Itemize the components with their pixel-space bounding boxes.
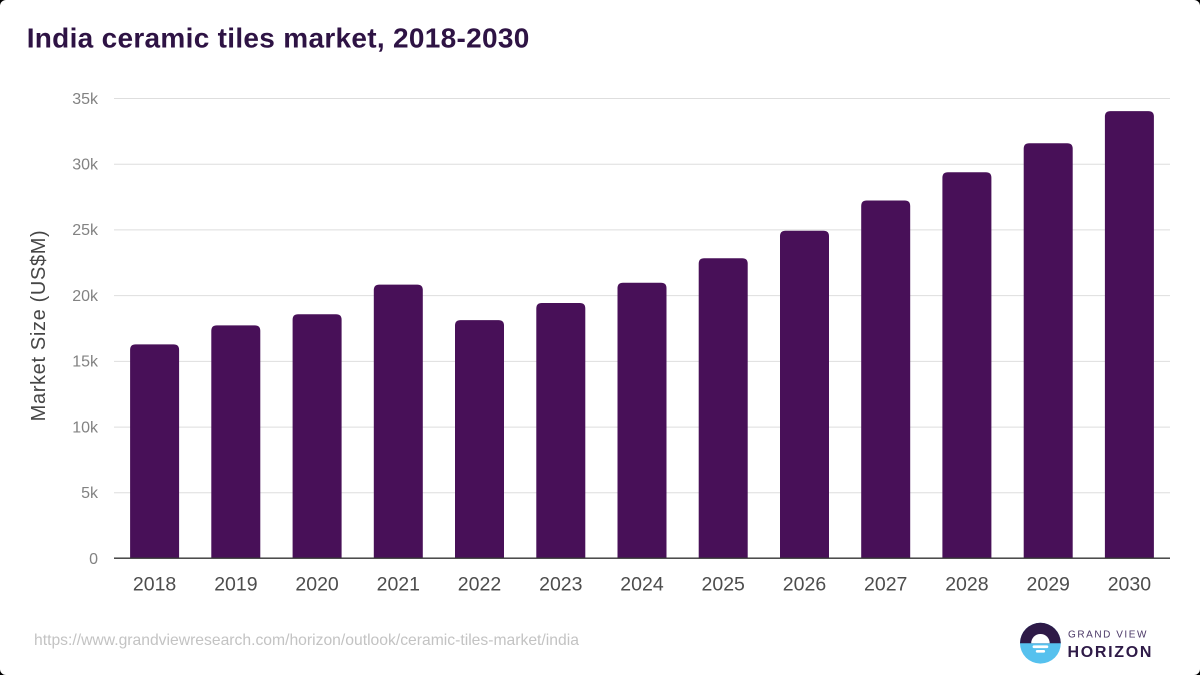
svg-text:2024: 2024 [620, 574, 664, 596]
svg-text:2025: 2025 [702, 574, 746, 596]
svg-text:Market Size (US$M): Market Size (US$M) [28, 230, 50, 422]
svg-text:25k: 25k [72, 222, 99, 239]
svg-text:2021: 2021 [377, 574, 420, 596]
svg-text:15k: 15k [72, 354, 99, 371]
svg-text:10k: 10k [72, 419, 99, 436]
svg-text:India ceramic tiles market, 20: India ceramic tiles market, 2018-2030 [27, 23, 530, 54]
svg-text:2029: 2029 [1027, 574, 1070, 596]
svg-text:2020: 2020 [295, 574, 339, 596]
svg-text:2018: 2018 [133, 574, 176, 596]
svg-text:2026: 2026 [783, 574, 826, 596]
svg-text:20k: 20k [72, 288, 99, 305]
svg-text:HORIZON: HORIZON [1068, 644, 1154, 661]
svg-text:2027: 2027 [864, 574, 907, 596]
svg-text:https://www.grandviewresearch.: https://www.grandviewresearch.com/horizo… [34, 632, 579, 649]
svg-text:5k: 5k [81, 485, 99, 502]
svg-text:2028: 2028 [945, 574, 988, 596]
svg-text:2022: 2022 [458, 574, 501, 596]
svg-text:35k: 35k [72, 91, 99, 108]
svg-text:2019: 2019 [214, 574, 257, 596]
svg-text:30k: 30k [72, 157, 99, 174]
svg-text:2030: 2030 [1108, 574, 1152, 596]
svg-text:GRAND VIEW: GRAND VIEW [1068, 630, 1148, 641]
svg-text:2023: 2023 [539, 574, 582, 596]
svg-text:0: 0 [89, 551, 98, 568]
